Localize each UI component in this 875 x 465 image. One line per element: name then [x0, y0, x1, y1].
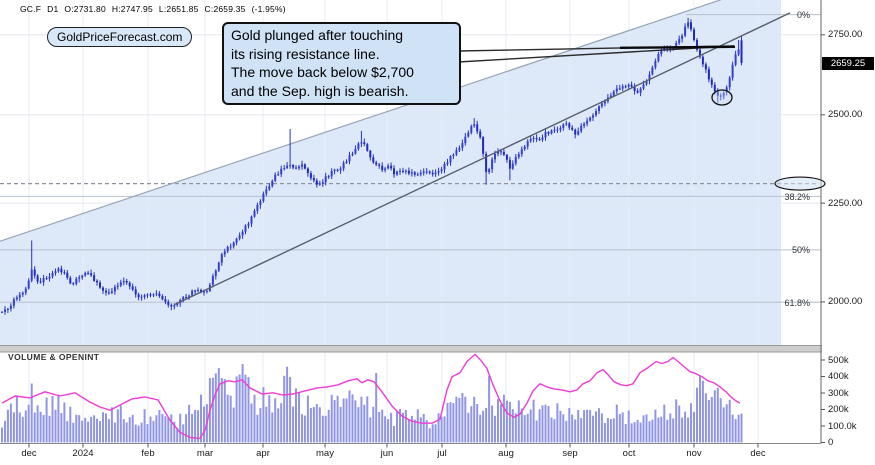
volume-axis-label: 100.0k	[828, 420, 857, 432]
price-axis-label: 2000.00	[828, 296, 863, 308]
volume-axis-label: 400k	[828, 371, 849, 382]
analysis-annotation: Gold plunged after touching its rising r…	[222, 22, 461, 105]
channel-resistance-line	[0, 0, 723, 242]
month-label: oct	[622, 448, 636, 459]
month-label: mar	[196, 448, 214, 459]
month-label: jul	[437, 448, 447, 459]
change-value: (-1.95%)	[251, 4, 286, 14]
price-axis-label: 2750.00	[828, 29, 863, 41]
volume-axis-label: 500k	[828, 354, 849, 366]
volume-axis-label: 0	[828, 437, 834, 448]
ohlc-header: GC.F D1 O:2731.80 H:2747.95 L:2651.85 C:2659.…	[20, 4, 292, 14]
brand-watermark: GoldPriceForecast.com	[47, 27, 193, 47]
open-interest-line	[1, 353, 741, 440]
volume-axis-label: 200k	[828, 404, 849, 415]
month-label: apr	[256, 448, 270, 459]
timeframe-label: D1	[47, 4, 59, 14]
symbol-label: GC.F	[20, 4, 42, 14]
low-circle-annotation	[711, 89, 733, 106]
pane-separator	[0, 345, 822, 352]
annotation-line: and the Sep. high is bearish.	[231, 82, 409, 99]
high-value: H:2747.95	[111, 4, 153, 14]
sep-high-line	[619, 45, 736, 49]
volume-pane-title: VOLUME & OPENINT	[8, 352, 100, 362]
callout-line-lower	[457, 45, 735, 63]
month-label: may	[316, 448, 334, 459]
trend-line	[174, 12, 791, 306]
fib-level-label: 50%	[791, 245, 810, 256]
target-ellipse-annotation	[774, 176, 826, 191]
volume-bars	[1, 364, 743, 443]
month-label: dec	[21, 448, 37, 459]
annotation-line: its rising resistance line.	[231, 45, 380, 62]
fib-level-label: 38.2%	[784, 191, 810, 202]
price-axis-label: 2500.00	[828, 109, 863, 121]
channel-fill	[0, 0, 781, 345]
low-value: L:2651.85	[158, 4, 199, 14]
month-label: dec	[750, 448, 766, 459]
volume-axis-label: 300k	[828, 387, 849, 399]
last-price-badge: 2659.25	[822, 57, 874, 70]
fib-level-label: 61.8%	[784, 297, 810, 308]
fib-level-label: 0%	[796, 10, 810, 21]
open-value: O:2731.80	[64, 4, 106, 14]
month-label: nov	[686, 448, 702, 459]
month-label: 2024	[72, 448, 94, 459]
annotation-line: Gold plunged after touching	[231, 27, 404, 43]
price-axis-label: 2250.00	[828, 197, 863, 209]
month-label: aug	[498, 448, 514, 459]
month-label: sep	[562, 448, 578, 459]
annotation-line: The move back below $2,700	[231, 64, 414, 80]
month-label: jun	[380, 448, 394, 459]
close-value: C:2659.35	[204, 4, 246, 14]
month-label: feb	[141, 448, 155, 459]
